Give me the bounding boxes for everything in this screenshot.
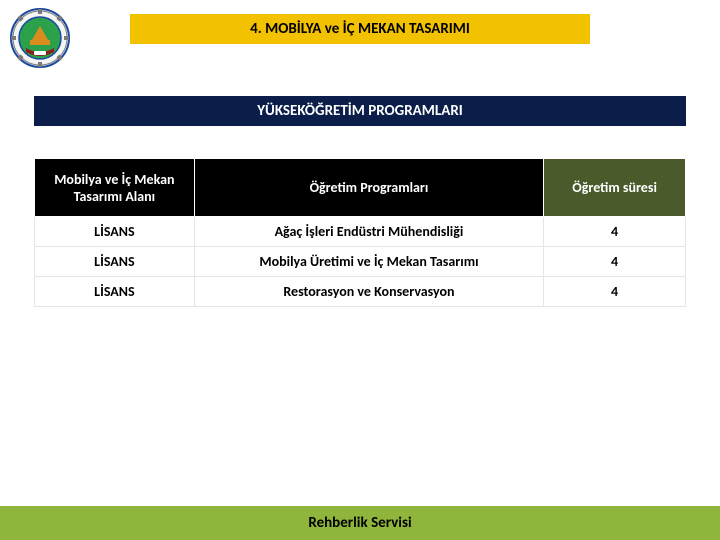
- cell-level: LİSANS: [35, 247, 195, 277]
- cell-duration: 4: [544, 217, 686, 247]
- cell-duration: 4: [544, 247, 686, 277]
- programs-table: Mobilya ve İç Mekan Tasarımı Alanı Öğret…: [34, 158, 686, 307]
- page-title: 4. MOBİLYA ve İÇ MEKAN TASARIMI: [250, 20, 470, 38]
- table-row: LİSANS Restorasyon ve Konservasyon 4: [35, 277, 686, 307]
- cell-program: Mobilya Üretimi ve İç Mekan Tasarımı: [194, 247, 543, 277]
- table-header-row: Mobilya ve İç Mekan Tasarımı Alanı Öğret…: [35, 159, 686, 217]
- header-region: 4. MOBİLYA ve İÇ MEKAN TASARIMI: [0, 8, 720, 68]
- col-header-field: Mobilya ve İç Mekan Tasarımı Alanı: [35, 159, 195, 217]
- cell-level: LİSANS: [35, 277, 195, 307]
- section-header-label: YÜKSEKÖĞRETİM PROGRAMLARI: [257, 102, 463, 120]
- cell-duration: 4: [544, 277, 686, 307]
- table-row: LİSANS Ağaç İşleri Endüstri Mühendisliği…: [35, 217, 686, 247]
- school-logo: [10, 8, 70, 68]
- page-title-banner: 4. MOBİLYA ve İÇ MEKAN TASARIMI: [130, 14, 590, 44]
- cell-level: LİSANS: [35, 217, 195, 247]
- table-row: LİSANS Mobilya Üretimi ve İç Mekan Tasar…: [35, 247, 686, 277]
- cell-program: Ağaç İşleri Endüstri Mühendisliği: [194, 217, 543, 247]
- footer-bar: Rehberlik Servisi: [0, 506, 720, 540]
- cell-program: Restorasyon ve Konservasyon: [194, 277, 543, 307]
- col-header-duration: Öğretim süresi: [544, 159, 686, 217]
- col-header-program: Öğretim Programları: [194, 159, 543, 217]
- section-header: YÜKSEKÖĞRETİM PROGRAMLARI: [34, 96, 686, 126]
- footer-label: Rehberlik Servisi: [308, 514, 411, 532]
